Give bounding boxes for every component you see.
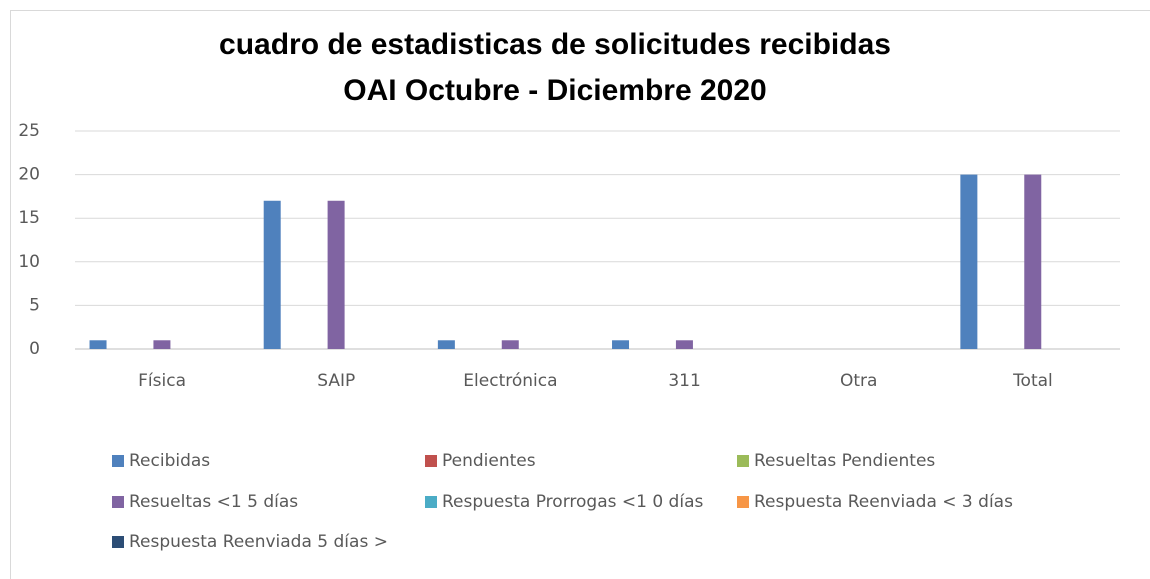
- legend-swatch: [737, 455, 749, 467]
- legend-label: Respuesta Reenviada < 3 días: [754, 492, 1013, 512]
- y-tick-label: 10: [18, 252, 40, 272]
- chart-frame: [10, 10, 1150, 579]
- chart-title: cuadro de estadisticas de solicitudes re…: [219, 28, 891, 61]
- legend-swatch: [425, 455, 437, 467]
- x-tick-label: Otra: [840, 371, 877, 391]
- bar: [675, 340, 693, 349]
- legend-label: Resueltas Pendientes: [754, 451, 935, 471]
- legend-label: Recibidas: [129, 451, 210, 471]
- bar: [263, 200, 281, 349]
- x-tick-label: 311: [668, 371, 700, 391]
- legend-swatch: [112, 455, 124, 467]
- y-tick-label: 5: [29, 295, 40, 315]
- y-tick-label: 15: [18, 208, 40, 228]
- chart-title: OAI Octubre - Diciembre 2020: [343, 74, 767, 107]
- bar: [501, 340, 519, 349]
- legend-swatch: [112, 536, 124, 548]
- bar: [89, 340, 107, 349]
- x-tick-label: SAIP: [317, 371, 355, 391]
- bar: [437, 340, 455, 349]
- x-tick-label: Electrónica: [463, 371, 557, 391]
- legend-label: Resueltas <1 5 días: [129, 492, 298, 512]
- legend-swatch: [737, 496, 749, 508]
- bar: [153, 340, 171, 349]
- legend-label: Respuesta Prorrogas <1 0 días: [442, 492, 703, 512]
- bar: [612, 340, 630, 349]
- legend-label: Pendientes: [442, 451, 536, 471]
- bar: [1024, 174, 1042, 349]
- legend-label: Respuesta Reenviada 5 días >: [129, 532, 388, 552]
- x-tick-label: Física: [138, 371, 186, 391]
- y-tick-label: 0: [29, 339, 40, 359]
- legend-swatch: [112, 496, 124, 508]
- legend-swatch: [425, 496, 437, 508]
- y-tick-label: 25: [18, 121, 40, 141]
- x-tick-label: Total: [1012, 371, 1053, 391]
- y-tick-label: 20: [18, 165, 40, 185]
- bar: [960, 174, 978, 349]
- bar: [327, 200, 345, 349]
